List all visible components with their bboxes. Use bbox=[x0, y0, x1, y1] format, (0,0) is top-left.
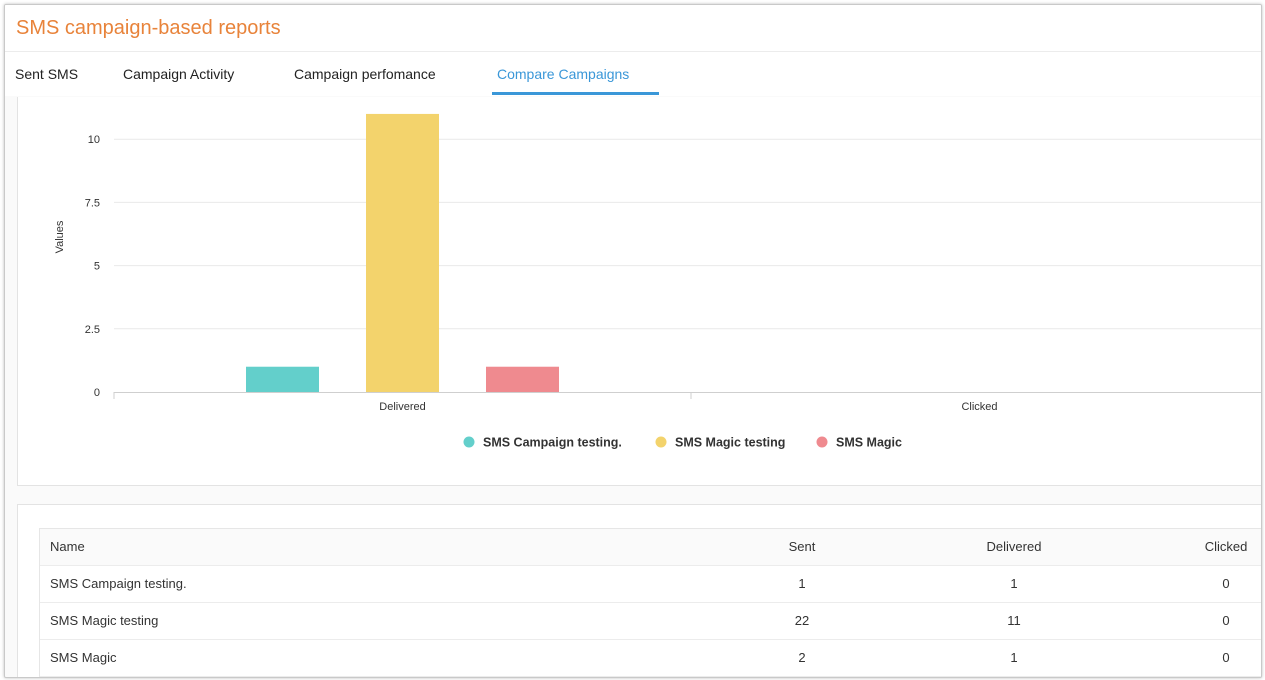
row-clicked: 0 bbox=[1222, 613, 1230, 628]
table-header-row: Name Sent Delivered Clicked bbox=[40, 529, 1261, 566]
table-row: SMS Campaign testing. 1 1 0 bbox=[40, 566, 1261, 603]
row-delivered: 11 bbox=[1007, 613, 1021, 628]
y-axis-label: Values bbox=[54, 220, 66, 253]
comparison-table: Name Sent Delivered Clicked SMS Campaign… bbox=[39, 528, 1261, 677]
row-clicked: 0 bbox=[1222, 576, 1230, 591]
tab-compare-campaigns[interactable]: Compare Campaigns bbox=[497, 66, 630, 82]
tab-campaign-activity[interactable]: Campaign Activity bbox=[123, 66, 235, 82]
tab-sent-sms[interactable]: Sent SMS bbox=[15, 66, 79, 82]
row-delivered: 1 bbox=[1010, 576, 1018, 591]
legend-marker bbox=[655, 436, 667, 448]
legend-marker bbox=[463, 436, 475, 448]
legend-marker bbox=[816, 436, 828, 448]
y-tick-label: 0 bbox=[94, 387, 100, 399]
bar bbox=[246, 366, 319, 392]
legend-label: SMS Magic bbox=[836, 436, 902, 450]
report-window: SMS campaign-based reports Sent SMS Camp… bbox=[4, 4, 1262, 678]
table-row: SMS Magic testing 22 11 0 bbox=[40, 603, 1261, 640]
row-name: SMS Campaign testing. bbox=[50, 576, 187, 591]
row-clicked: 0 bbox=[1222, 650, 1230, 665]
y-tick-label: 5 bbox=[94, 261, 100, 273]
x-tick-label: Clicked bbox=[961, 401, 997, 413]
row-sent: 1 bbox=[798, 576, 806, 591]
table-card: Name Sent Delivered Clicked SMS Campaign… bbox=[17, 504, 1261, 677]
row-delivered: 1 bbox=[1010, 650, 1018, 665]
header-delivered: Delivered bbox=[986, 539, 1042, 554]
table-row: SMS Magic 2 1 0 bbox=[40, 640, 1261, 677]
row-sent: 2 bbox=[798, 650, 806, 665]
chart-card: Values 0 2.5 5 7.5 10 Delivered Clicked SMS C… bbox=[17, 97, 1261, 486]
bar-chart: Values 0 2.5 5 7.5 10 Delivered Clicked SMS C… bbox=[54, 113, 1261, 450]
bar bbox=[486, 366, 559, 392]
tab-bar: Sent SMS Campaign Activity Campaign perf… bbox=[5, 52, 1261, 96]
header-sent: Sent bbox=[788, 539, 816, 554]
header-clicked: Clicked bbox=[1204, 539, 1248, 554]
page-title: SMS campaign-based reports bbox=[16, 17, 281, 39]
tab-campaign-performance[interactable]: Campaign perfomance bbox=[294, 66, 436, 82]
y-tick-label: 10 bbox=[88, 134, 100, 146]
row-name: SMS Magic testing bbox=[50, 613, 159, 628]
y-tick-label: 7.5 bbox=[85, 197, 100, 209]
row-name: SMS Magic bbox=[50, 650, 117, 665]
bar bbox=[366, 113, 439, 393]
legend-label: SMS Magic testing bbox=[675, 436, 785, 450]
y-tick-label: 2.5 bbox=[85, 324, 100, 336]
header-name: Name bbox=[50, 539, 85, 554]
row-sent: 22 bbox=[794, 613, 810, 628]
active-tab-indicator bbox=[492, 92, 659, 95]
page-header: SMS campaign-based reports bbox=[5, 5, 1261, 52]
legend-label: SMS Campaign testing. bbox=[483, 436, 622, 450]
x-tick-label: Delivered bbox=[379, 401, 425, 413]
